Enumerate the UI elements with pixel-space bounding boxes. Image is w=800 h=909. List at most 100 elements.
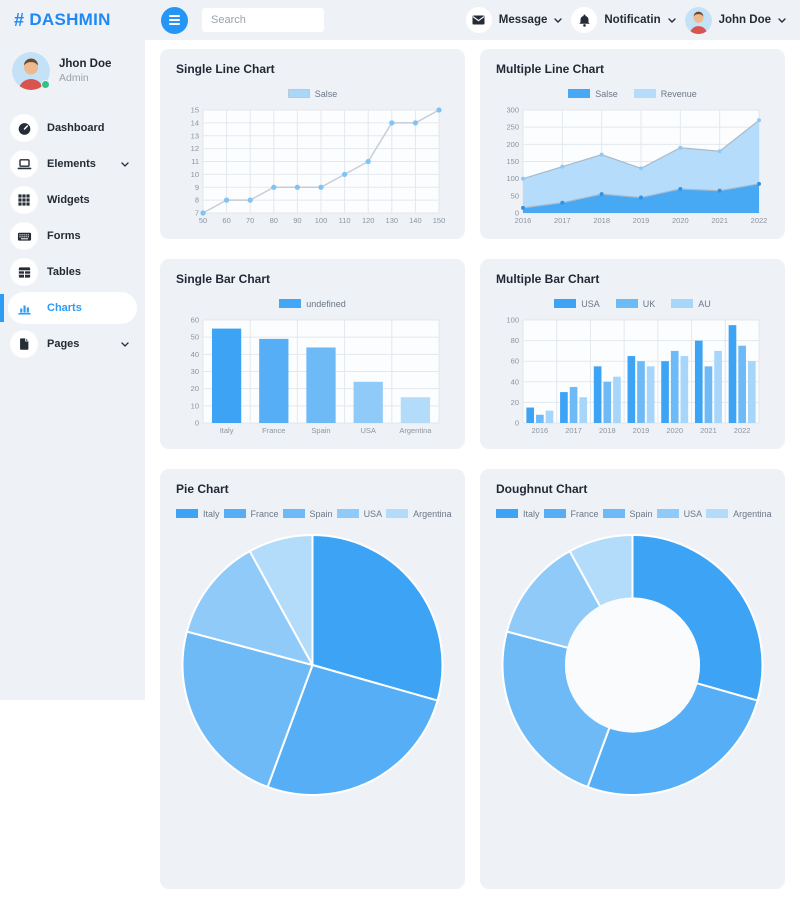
avatar — [684, 6, 712, 34]
svg-text:80: 80 — [511, 336, 519, 345]
single-line-chart-card: Single Line Chart Salse 7 8 9 10 11 12 13 14 15 5… — [160, 49, 465, 239]
sidebar-user-role: Admin — [59, 72, 89, 84]
chart-legend: Italy France Spain USA Argentina — [176, 507, 452, 520]
svg-text:2017: 2017 — [554, 216, 571, 225]
legend-label: Salse — [595, 88, 618, 99]
brand-logo[interactable]: # DASHMIN — [0, 10, 145, 31]
legend-swatch — [496, 509, 518, 518]
svg-text:2019: 2019 — [633, 426, 650, 435]
legend-item-usa[interactable]: USA — [336, 508, 383, 519]
legend-swatch — [282, 509, 305, 518]
legend-item-italy[interactable]: Italy — [176, 509, 220, 519]
chart-legend: Salse — [176, 87, 449, 100]
sidebar-item-elements[interactable]: Elements — [8, 148, 137, 180]
legend-item-revenue[interactable]: Revenue — [633, 89, 697, 99]
search-input[interactable] — [202, 8, 324, 32]
legend-item-spain[interactable]: Spain — [282, 509, 333, 519]
svg-text:0: 0 — [515, 209, 519, 218]
notification-dropdown[interactable]: Notificatin — [571, 7, 676, 33]
sidebar-user-card: Jhon Doe Admin — [0, 40, 145, 104]
sidebar-item-label: Pages — [47, 338, 80, 350]
svg-text:200: 200 — [506, 140, 519, 149]
card-title: Doughnut Chart — [496, 482, 588, 496]
online-status-dot — [41, 80, 50, 89]
svg-text:8: 8 — [195, 196, 199, 205]
legend-item-argentina[interactable]: Argentina — [386, 509, 452, 519]
legend-item-au[interactable]: AU — [671, 299, 711, 309]
card-title: Single Bar Chart — [176, 272, 271, 286]
svg-text:2017: 2017 — [565, 426, 582, 435]
grid-icon — [10, 186, 38, 214]
chart-legend: Italy France Spain USA Argentina — [496, 507, 772, 520]
sidebar-item-pages[interactable]: Pages — [8, 328, 137, 360]
legend-swatch — [279, 299, 302, 308]
user-dropdown[interactable]: John Doe — [684, 6, 786, 34]
legend-swatch — [706, 509, 729, 518]
legend-label: Spain — [629, 508, 653, 519]
svg-text:2022: 2022 — [734, 426, 751, 435]
legend-label: undefined — [306, 298, 346, 309]
file-icon — [10, 330, 38, 358]
card-title: Single Line Chart — [176, 62, 275, 76]
legend-item-uk[interactable]: UK — [615, 299, 655, 309]
sidebar-item-charts[interactable]: Charts — [0, 292, 137, 324]
chevron-down-icon — [121, 341, 129, 347]
chevron-down-icon — [121, 161, 129, 167]
svg-text:Spain: Spain — [311, 426, 330, 435]
legend-swatch — [176, 509, 198, 518]
svg-text:100: 100 — [506, 316, 519, 325]
svg-text:12: 12 — [191, 144, 199, 153]
sidebar-user-name: Jhon Doe — [59, 58, 112, 70]
legend-item-france[interactable]: France — [543, 509, 599, 519]
svg-text:60: 60 — [191, 316, 199, 325]
sidebar-item-label: Elements — [47, 158, 96, 170]
legend-label: Argentina — [733, 508, 772, 519]
legend-item-salse[interactable]: Salse — [568, 89, 618, 99]
legend-item-usa[interactable]: USA — [656, 509, 702, 519]
multiple-line-chart-card: Multiple Line Chart Salse Revenue 0 50 100 1… — [480, 49, 785, 239]
legend-item-undefined[interactable]: undefined — [279, 299, 346, 309]
doughnut-chart-canvas — [501, 533, 764, 796]
legend-item-argentina[interactable]: Argentina — [706, 509, 772, 519]
sidebar-item-widgets[interactable]: Widgets — [8, 184, 137, 216]
svg-text:50: 50 — [191, 333, 199, 342]
legend-item-spain[interactable]: Spain — [602, 508, 653, 519]
multiple-line-chart-canvas: 0 50 100 150 200 250 300 2016 2017 2018 2019 2020 20… — [506, 106, 767, 226]
app-header: # DASHMIN Message Notificatin John Doe — [0, 0, 800, 40]
svg-text:2018: 2018 — [593, 216, 610, 225]
svg-text:0: 0 — [195, 419, 199, 428]
svg-text:150: 150 — [506, 157, 519, 166]
card-title: Pie Chart — [176, 482, 229, 496]
sidebar-item-forms[interactable]: Forms — [8, 220, 137, 252]
svg-text:30: 30 — [191, 367, 199, 376]
sidebar-item-dashboard[interactable]: Dashboard — [8, 112, 137, 144]
svg-text:60: 60 — [222, 216, 230, 225]
sidebar-item-label: Tables — [47, 266, 82, 278]
message-dropdown[interactable]: Message — [465, 7, 563, 33]
legend-swatch — [287, 89, 310, 98]
legend-swatch — [554, 299, 577, 308]
hamburger-icon — [169, 15, 180, 17]
legend-swatch — [615, 299, 638, 308]
svg-text:300: 300 — [506, 106, 519, 115]
single-bar-chart-canvas: 0 10 20 30 40 50 60 Italy France Spain USA Argentin… — [191, 316, 440, 435]
table-icon — [10, 258, 38, 286]
legend-item-salse[interactable]: Salse — [287, 89, 337, 99]
legend-label: USA — [363, 508, 383, 519]
legend-swatch — [386, 509, 409, 518]
main-content: Single Line Chart Salse 7 8 9 10 11 12 13 14 15 5… — [145, 40, 800, 909]
chevron-down-icon — [554, 17, 563, 23]
legend-item-usa[interactable]: USA — [554, 299, 600, 309]
multiple-bar-chart-canvas: 0 20 40 60 80 100 2016 2017 2018 2019 2020 2021 2022 — [506, 316, 760, 435]
legend-swatch — [336, 509, 359, 518]
legend-item-italy[interactable]: Italy — [496, 509, 540, 519]
single-line-chart-canvas: 7 8 9 10 11 12 13 14 15 50 60 70 80 90 100 110 120 130 140… — [191, 106, 446, 226]
sidebar-item-tables[interactable]: Tables — [8, 256, 137, 288]
svg-text:Argentina: Argentina — [399, 426, 432, 435]
legend-item-france[interactable]: France — [223, 509, 279, 519]
menu-toggle-button[interactable] — [161, 6, 188, 34]
sidebar-item-label: Charts — [47, 302, 82, 314]
svg-text:2020: 2020 — [672, 216, 689, 225]
svg-text:2016: 2016 — [532, 426, 549, 435]
svg-text:60: 60 — [511, 357, 519, 366]
